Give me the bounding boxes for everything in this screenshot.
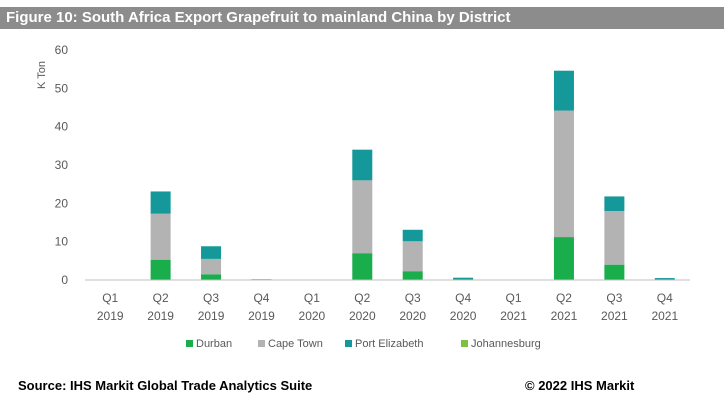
- bar-segment-durban: [352, 253, 373, 280]
- bar-segment-cape-town: [604, 211, 625, 265]
- bar-segment-port-elizabeth: [604, 196, 625, 211]
- legend-swatch: [258, 340, 265, 347]
- bar-segment-durban: [604, 264, 625, 280]
- x-tick-label-year: 2019: [248, 309, 275, 323]
- figure-title: Figure 10: South Africa Export Grapefrui…: [0, 7, 724, 29]
- x-tick-label-quarter: Q2: [354, 291, 370, 305]
- x-tick-label-quarter: Q3: [203, 291, 219, 305]
- bar-segment-durban: [402, 271, 423, 280]
- legend-label: Johannesburg: [471, 338, 541, 350]
- y-tick-label: 30: [55, 158, 69, 172]
- bar-segment-port-elizabeth: [150, 191, 171, 214]
- x-tick-label-year: 2019: [198, 309, 225, 323]
- bar-segment-durban: [201, 274, 222, 280]
- y-tick-label: 50: [55, 81, 69, 95]
- x-tick-label-quarter: Q1: [304, 291, 320, 305]
- y-tick-label: 60: [55, 43, 69, 57]
- y-axis: 0 10 20 30 40 50 60 K Ton: [36, 43, 68, 287]
- bar-segment-durban: [150, 259, 171, 280]
- legend-swatch: [461, 340, 468, 347]
- bar-segment-cape-town: [553, 110, 574, 238]
- bar-segment-port-elizabeth: [201, 246, 222, 259]
- x-tick-label-quarter: Q2: [556, 291, 572, 305]
- bar-segment-cape-town: [201, 258, 222, 275]
- x-tick-label-quarter: Q1: [102, 291, 118, 305]
- bar-segment-cape-town: [150, 213, 171, 260]
- x-tick-label-quarter: Q1: [506, 291, 522, 305]
- x-tick-label-quarter: Q4: [657, 291, 673, 305]
- legend-label: Durban: [196, 338, 232, 350]
- copyright-note: © 2022 IHS Markit: [525, 378, 635, 393]
- x-tick-label-year: 2020: [399, 309, 426, 323]
- bar-segment-cape-town: [352, 180, 373, 254]
- x-tick-label-year: 2021: [500, 309, 527, 323]
- x-tick-label-quarter: Q3: [606, 291, 622, 305]
- y-tick-label: 0: [61, 273, 68, 287]
- x-tick-label-year: 2020: [299, 309, 326, 323]
- y-tick-label: 20: [55, 196, 69, 210]
- bar-segment-port-elizabeth: [352, 149, 373, 181]
- x-tick-label-year: 2021: [651, 309, 678, 323]
- bar-segment-port-elizabeth: [453, 277, 474, 280]
- x-tick-label-year: 2021: [601, 309, 628, 323]
- x-tick-label-quarter: Q4: [253, 291, 269, 305]
- x-tick-label-quarter: Q3: [405, 291, 421, 305]
- bar-segment-port-elizabeth: [654, 278, 675, 280]
- x-tick-label-year: 2021: [551, 309, 578, 323]
- x-axis: Q1 2019 Q2 2019 Q3 2019 Q4 2019 Q1 2020 Q2 2020 Q3 20…: [85, 279, 690, 323]
- legend-label: Cape Town: [268, 338, 323, 350]
- x-tick-label-year: 2019: [97, 309, 124, 323]
- legend-label: Port Elizabeth: [355, 338, 423, 350]
- source-note: Source: IHS Markit Global Trade Analytic…: [18, 378, 313, 393]
- legend-swatch: [345, 340, 352, 347]
- y-tick-label: 10: [55, 235, 69, 249]
- x-tick-label-quarter: Q4: [455, 291, 471, 305]
- legend: Durban Cape Town Port Elizabeth Johannesbur…: [186, 338, 541, 350]
- x-tick-label-year: 2020: [349, 309, 376, 323]
- bar-segment-cape-town: [402, 241, 423, 272]
- x-tick-label-year: 2020: [450, 309, 477, 323]
- bar-segment-durban: [553, 237, 574, 280]
- bars-group: [150, 70, 675, 280]
- y-axis-label: K Ton: [36, 61, 48, 89]
- legend-swatch: [186, 340, 193, 347]
- x-tick-label-quarter: Q2: [153, 291, 169, 305]
- y-tick-label: 40: [55, 120, 69, 134]
- bar-segment-port-elizabeth: [402, 229, 423, 242]
- bar-segment-port-elizabeth: [553, 70, 574, 111]
- x-tick-label-year: 2019: [147, 309, 174, 323]
